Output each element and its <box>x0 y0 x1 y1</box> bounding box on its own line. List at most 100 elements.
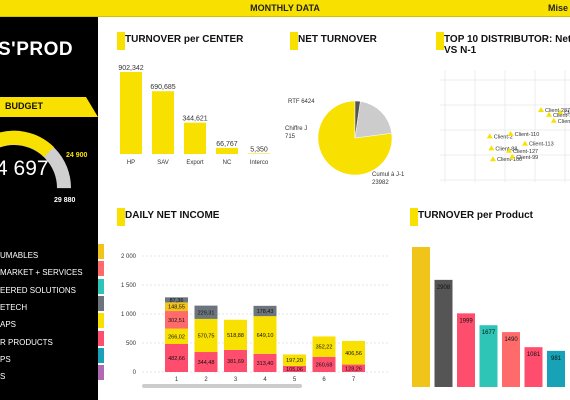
product-title: TURNOVER per Product <box>418 210 534 221</box>
point-label: Client-287 <box>545 108 570 114</box>
budget-label: BUDGET <box>5 101 43 111</box>
segment-label: 649,10 <box>257 333 274 339</box>
scatter-point <box>546 111 552 117</box>
segment-label: 406,56 <box>345 351 362 357</box>
net-turnover-pie: Cumul à J-1 23982 RTF 6424 Chiffre J 715 <box>285 99 405 186</box>
category-color-strip <box>98 244 104 384</box>
point-label: Client-137 <box>558 119 570 125</box>
stacked-segment <box>224 319 247 350</box>
bar <box>524 347 543 387</box>
segment-label: 352,22 <box>316 345 333 351</box>
stacked-segment <box>165 302 188 312</box>
top10-accent <box>436 32 444 50</box>
x-tick-label: 5 <box>293 377 297 383</box>
stacked-segment <box>165 344 188 372</box>
budget-gauge <box>0 130 71 209</box>
x-tick-label: 1 <box>175 377 179 383</box>
y-tick-label: 2 000 <box>121 254 137 260</box>
bar <box>547 350 565 387</box>
category-color-swatch <box>98 347 104 363</box>
y-tick-label: 0 <box>133 370 137 376</box>
data-label: 902,342 <box>118 65 143 72</box>
daily-title: DAILY NET INCOME <box>125 210 220 221</box>
top10-title: TOP 10 DISTRIBUTOR: Net Tur <box>444 34 570 45</box>
data-label: 690,685 <box>150 84 175 91</box>
bar <box>184 122 206 154</box>
category-item[interactable]: UMABLES <box>0 251 39 260</box>
category-item[interactable]: R PRODUCTS <box>0 337 53 347</box>
segment-label: 128,26 <box>345 366 362 372</box>
stacked-segment <box>253 316 277 354</box>
point-label: Client-99 <box>516 155 538 161</box>
point-label: Client-88 <box>495 146 517 152</box>
segment-label: 197,20 <box>286 358 303 364</box>
daily-accent <box>117 208 125 226</box>
x-tick-label: 2 <box>204 377 208 383</box>
stacked-segment <box>312 356 336 372</box>
point-label: Client-2 <box>494 134 513 140</box>
category-item[interactable]: MARKET + SERVICES <box>0 268 83 278</box>
x-tick-label: 3 <box>234 377 238 383</box>
segment-label: 570,75 <box>198 333 215 339</box>
stacked-segment <box>253 305 277 317</box>
scatter-point <box>506 147 512 153</box>
sidebar: S'PROD BUDGET 4 697 24 900 29 880 UMABLE… <box>0 17 98 400</box>
tick-label: SAV <box>157 160 169 166</box>
stacked-segment <box>194 305 218 319</box>
y-tick-label: 1 000 <box>121 312 137 318</box>
stacked-segment <box>342 364 365 372</box>
point-label: Client-110 <box>515 132 540 138</box>
stacked-segment <box>342 340 365 365</box>
segment-label: 260,68 <box>316 362 333 368</box>
category-color-swatch <box>98 313 104 329</box>
point-label: Client-158 <box>564 110 570 116</box>
horizontal-scrollbar <box>142 384 302 388</box>
tick-label: NC <box>223 160 232 166</box>
segment-label: 381,69 <box>227 359 244 365</box>
budget-banner <box>0 97 98 117</box>
category-item[interactable]: ETECH <box>0 302 28 312</box>
scatter-point <box>507 131 514 136</box>
category-item[interactable]: APS <box>0 320 17 330</box>
bar <box>412 247 430 387</box>
tick-label: Interco <box>250 160 269 166</box>
category-item[interactable]: EERED SOLUTIONS <box>0 285 77 295</box>
category-item[interactable]: PS <box>0 354 11 364</box>
segment-label: 87,36 <box>170 298 184 304</box>
gauge-main-value: 4 697 <box>0 157 49 180</box>
segment-label: 302,51 <box>168 318 185 324</box>
segment-label: 105,06 <box>286 367 303 373</box>
data-label: 2908 <box>437 285 451 291</box>
data-label: 66,767 <box>216 141 238 148</box>
stacked-segment <box>283 354 306 366</box>
bar <box>502 332 520 387</box>
pie-label: RTF 6424 <box>288 99 315 105</box>
scatter-point <box>490 156 496 162</box>
product-accent <box>410 208 418 226</box>
category-item[interactable]: S <box>0 372 6 382</box>
pie-slice <box>317 100 393 176</box>
segment-label: 482,66 <box>168 356 185 362</box>
scatter-point <box>557 109 564 115</box>
tick-label: Export <box>186 160 204 166</box>
turnover-center-chart: 902,342 HP 690,685 SAV 344,621 Export 66,767 NC… <box>118 65 270 166</box>
scatter-point <box>509 153 516 159</box>
turnover-center-accent <box>117 32 125 50</box>
segment-label: 313,40 <box>257 361 274 367</box>
category-color-swatch <box>98 278 104 294</box>
category-color-swatch <box>98 330 104 346</box>
data-label: 5,350 <box>250 147 268 154</box>
scatter-point <box>488 145 495 151</box>
point-label: Client-120 <box>553 113 570 119</box>
bar <box>216 147 238 154</box>
top10-scatter-chart: Client-287Client-158Client-120Client-137… <box>440 70 570 182</box>
bar <box>457 313 475 387</box>
category-color-swatch <box>98 365 104 381</box>
header-right-text[interactable]: Mise <box>547 3 568 13</box>
gauge-max-value: 29 880 <box>54 197 76 204</box>
segment-label: 266,02 <box>168 334 185 340</box>
x-tick-label: 6 <box>322 377 326 383</box>
product-chart: 2908 1999 1677 1490 1081 981 <box>412 247 565 387</box>
y-tick-label: 500 <box>126 341 137 347</box>
